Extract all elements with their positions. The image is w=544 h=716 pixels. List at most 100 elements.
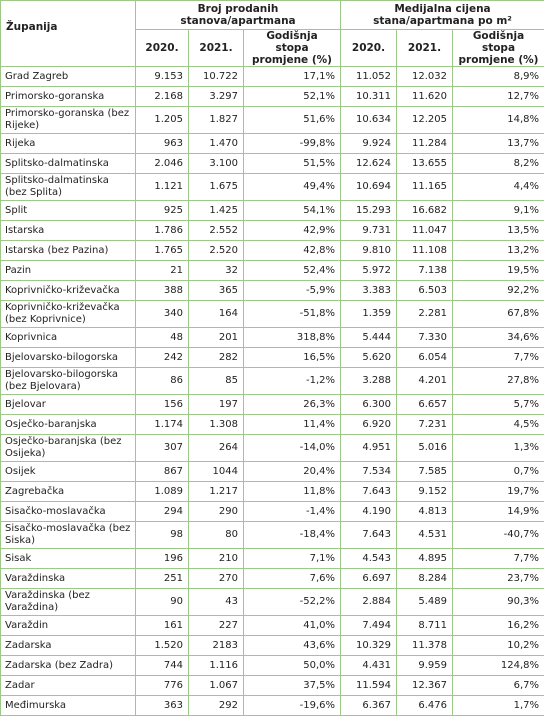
value-cell: 4.190	[341, 502, 397, 522]
value-cell: 4.951	[341, 435, 397, 462]
value-cell: 1.765	[136, 241, 189, 261]
county-cell: Međimurska	[1, 696, 136, 716]
value-cell: 11.165	[397, 174, 453, 201]
value-cell: 2.281	[397, 301, 453, 328]
value-cell: 14,8%	[453, 107, 544, 134]
county-cell: Sisačko-moslavačka (bez Siska)	[1, 522, 136, 549]
value-cell: 363	[136, 696, 189, 716]
value-cell: 7.138	[397, 261, 453, 281]
value-cell: 7,7%	[453, 549, 544, 569]
value-cell: 1.308	[189, 415, 244, 435]
value-cell: 43,6%	[244, 636, 341, 656]
value-cell: 1.067	[189, 676, 244, 696]
value-cell: -5,9%	[244, 281, 341, 301]
value-cell: 32	[189, 261, 244, 281]
value-cell: -51,8%	[244, 301, 341, 328]
value-cell: 7.585	[397, 462, 453, 482]
header-cell: Godišnja stopa promjene (%)	[244, 30, 341, 67]
value-cell: 20,4%	[244, 462, 341, 482]
value-cell: 290	[189, 502, 244, 522]
value-cell: 264	[189, 435, 244, 462]
value-cell: 1,3%	[453, 435, 544, 462]
value-cell: 10.722	[189, 67, 244, 87]
table-head: Županija Broj prodanih stanova/apartmana…	[1, 1, 544, 67]
value-cell: 7.534	[341, 462, 397, 482]
value-cell: 2.884	[341, 589, 397, 616]
value-cell: 14,9%	[453, 502, 544, 522]
header-row: Županija Broj prodanih stanova/apartmana…	[1, 1, 544, 30]
value-cell: 7.643	[341, 482, 397, 502]
value-cell: 98	[136, 522, 189, 549]
value-cell: 12,7%	[453, 87, 544, 107]
county-cell: Koprivničko-križevačka (bez Koprivnice)	[1, 301, 136, 328]
value-cell: 2.168	[136, 87, 189, 107]
value-cell: 90	[136, 589, 189, 616]
county-cell: Primorsko-goranska	[1, 87, 136, 107]
value-cell: 51,6%	[244, 107, 341, 134]
value-cell: 1.675	[189, 174, 244, 201]
value-cell: 7.494	[341, 616, 397, 636]
value-cell: 6.367	[341, 696, 397, 716]
value-cell: 2183	[189, 636, 244, 656]
value-cell: 318,8%	[244, 328, 341, 348]
value-cell: 9.924	[341, 134, 397, 154]
value-cell: 12.367	[397, 676, 453, 696]
value-cell: 3.100	[189, 154, 244, 174]
value-cell: 3.297	[189, 87, 244, 107]
value-cell: 963	[136, 134, 189, 154]
table-row: Bjelovarsko-bilogorska (bez Bjelovara)86…	[1, 368, 544, 395]
value-cell: 37,5%	[244, 676, 341, 696]
value-cell: 164	[189, 301, 244, 328]
value-cell: 8,9%	[453, 67, 544, 87]
value-cell: 6.054	[397, 348, 453, 368]
county-cell: Koprivnica	[1, 328, 136, 348]
value-cell: 49,4%	[244, 174, 341, 201]
value-cell: 1.205	[136, 107, 189, 134]
value-cell: 10.329	[341, 636, 397, 656]
header-cell: 2021.	[189, 30, 244, 67]
county-cell: Istarska (bez Pazina)	[1, 241, 136, 261]
value-cell: 4.531	[397, 522, 453, 549]
value-cell: 1.089	[136, 482, 189, 502]
value-cell: 925	[136, 201, 189, 221]
header-cell: Godišnja stopa promjene (%)	[453, 30, 544, 67]
header-cell: 2020.	[341, 30, 397, 67]
value-cell: 124,8%	[453, 656, 544, 676]
value-cell: 0,7%	[453, 462, 544, 482]
county-cell: Bjelovar	[1, 395, 136, 415]
value-cell: 34,6%	[453, 328, 544, 348]
value-cell: 42,9%	[244, 221, 341, 241]
county-cell: Zadarska	[1, 636, 136, 656]
value-cell: 6,7%	[453, 676, 544, 696]
value-cell: 744	[136, 656, 189, 676]
value-cell: 1.359	[341, 301, 397, 328]
value-cell: 92,2%	[453, 281, 544, 301]
value-cell: 3.383	[341, 281, 397, 301]
value-cell: 11.378	[397, 636, 453, 656]
value-cell: -1,2%	[244, 368, 341, 395]
value-cell: 6.503	[397, 281, 453, 301]
value-cell: 54,1%	[244, 201, 341, 221]
value-cell: 6.920	[341, 415, 397, 435]
value-cell: -14,0%	[244, 435, 341, 462]
value-cell: 10,2%	[453, 636, 544, 656]
value-cell: 292	[189, 696, 244, 716]
value-cell: 4.431	[341, 656, 397, 676]
value-cell: 51,5%	[244, 154, 341, 174]
county-cell: Bjelovarsko-bilogorska (bez Bjelovara)	[1, 368, 136, 395]
value-cell: -19,6%	[244, 696, 341, 716]
county-cell: Rijeka	[1, 134, 136, 154]
value-cell: 21	[136, 261, 189, 281]
